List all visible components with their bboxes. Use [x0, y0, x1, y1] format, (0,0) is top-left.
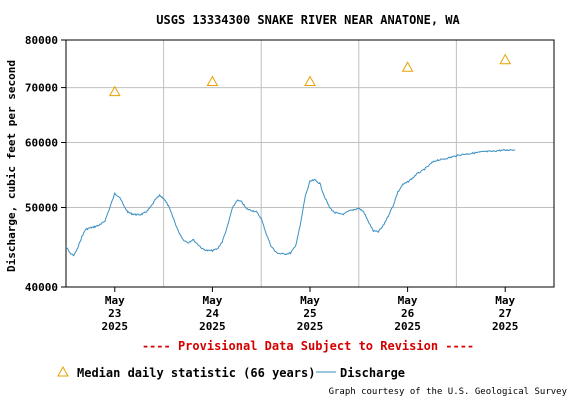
- discharge-series-line: [65, 148, 516, 257]
- x-tick-label: 25: [303, 307, 316, 320]
- y-axis-label: Discharge, cubic feet per second: [5, 60, 18, 272]
- median-marker: [108, 85, 121, 97]
- y-tick-label: 40000: [25, 281, 58, 294]
- chart-title: USGS 13334300 SNAKE RIVER NEAR ANATONE, …: [156, 13, 460, 27]
- y-axis-ticks: 40000 50000 60000 70000 80000: [25, 34, 66, 294]
- x-tick-label: 23: [108, 307, 121, 320]
- median-marker: [499, 53, 512, 65]
- grid-lines: [66, 40, 554, 287]
- median-marker: [206, 75, 219, 87]
- median-marker: [401, 61, 414, 72]
- x-tick-label: May: [398, 294, 418, 307]
- x-tick-label: May: [495, 294, 515, 307]
- x-tick-label: May: [105, 294, 125, 307]
- x-axis-ticks: May232025May242025May252025May262025May2…: [102, 287, 519, 333]
- x-tick-label: 24: [206, 307, 220, 320]
- y-tick-label: 70000: [25, 82, 58, 95]
- x-tick-label: 27: [499, 307, 512, 320]
- legend-median-label: Median daily statistic (66 years): [77, 366, 315, 380]
- x-tick-label: May: [300, 294, 320, 307]
- x-tick-label: 2025: [297, 320, 324, 333]
- y-tick-label: 80000: [25, 34, 58, 47]
- median-marker: [304, 75, 316, 87]
- x-tick-label: May: [202, 294, 222, 307]
- y-tick-label: 50000: [25, 201, 58, 214]
- x-tick-label: 26: [401, 307, 415, 320]
- x-tick-label: 2025: [199, 320, 226, 333]
- legend-median-marker: [57, 365, 69, 377]
- y-tick-label: 60000: [25, 137, 58, 150]
- provisional-note: ---- Provisional Data Subject to Revisio…: [142, 339, 474, 353]
- legend: Median daily statistic (66 years) Discha…: [57, 365, 405, 380]
- median-series-markers: [108, 53, 512, 97]
- x-tick-label: 2025: [492, 320, 519, 333]
- x-tick-label: 2025: [394, 320, 421, 333]
- legend-discharge-label: Discharge: [340, 366, 405, 380]
- credit-note: Graph courtesy of the U.S. Geological Su…: [329, 387, 568, 397]
- x-tick-label: 2025: [102, 320, 129, 333]
